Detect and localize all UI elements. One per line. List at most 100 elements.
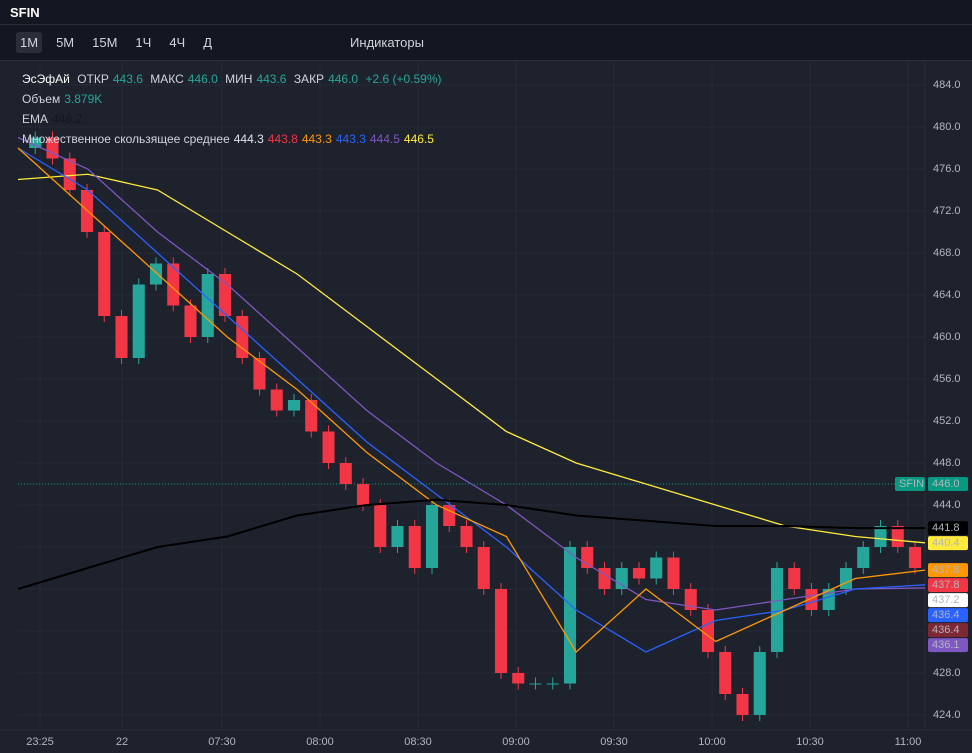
price-tag-label: 437.8	[932, 564, 960, 576]
value: 446.0	[328, 72, 359, 86]
x-tick-label: 22	[116, 736, 128, 748]
interval-button[interactable]: Д	[203, 35, 213, 50]
interval-button[interactable]: 5M	[56, 35, 75, 50]
candle	[874, 526, 887, 547]
value: 443.3	[301, 132, 332, 146]
x-tick-label: 09:30	[600, 736, 628, 748]
price-tag	[928, 608, 968, 623]
candle	[356, 484, 370, 505]
x-tick-label: 10:00	[698, 736, 726, 748]
label: Множественное скользящее среднее	[22, 132, 230, 146]
candle	[529, 683, 542, 685]
candle	[339, 463, 352, 484]
candle	[701, 610, 715, 652]
ma-line	[17, 173, 926, 544]
price-tag	[928, 477, 968, 491]
change: +2.6 (+0.59%)	[365, 72, 442, 86]
candle	[408, 526, 421, 568]
candle	[425, 505, 439, 568]
interval-button[interactable]: 1M	[16, 32, 43, 53]
candle	[29, 137, 42, 148]
value: 446.0	[187, 72, 218, 86]
candle	[132, 284, 145, 358]
interval-button[interactable]: 15M	[92, 35, 118, 50]
candle	[494, 589, 508, 673]
price-tag	[928, 578, 968, 593]
label: Объем	[22, 92, 61, 106]
y-tick-label: 484.0	[933, 79, 961, 91]
interval-button[interactable]: 1Ч	[135, 35, 152, 50]
y-tick-label: 464.0	[933, 289, 961, 301]
x-tick-label: 23:25	[26, 736, 54, 748]
value: 443.6	[256, 72, 287, 86]
value: 446.5	[403, 132, 434, 146]
label: ОТКР	[77, 72, 109, 86]
value: 443.8	[267, 132, 298, 146]
price-tag-label: 436.1	[932, 639, 960, 651]
candle	[546, 683, 559, 685]
candle	[167, 263, 180, 306]
candle	[736, 694, 749, 715]
candle	[753, 652, 766, 715]
toolbar: 1M 5M 15M 1Ч 4Ч Д Индикаторы	[0, 25, 972, 61]
plot-bg	[18, 62, 925, 730]
candle	[460, 526, 473, 547]
chart: 484.0 480.0 476.0 472.0 468.0 464.0 460.0 456.0…	[0, 62, 972, 748]
top-bar: SFIN	[0, 0, 972, 25]
search-field[interactable]: SFIN	[10, 5, 40, 20]
y-tick-label: 428.0	[933, 667, 961, 679]
candle	[46, 137, 59, 159]
candle	[287, 400, 301, 411]
candle	[270, 389, 283, 411]
price-tag	[928, 623, 968, 638]
candle	[615, 568, 628, 589]
x-tick-label: 11:00	[895, 736, 922, 748]
x-tick-label: 09:00	[502, 736, 530, 748]
y-tick-label: 452.0	[933, 415, 961, 427]
candle	[632, 568, 646, 579]
x-tick-label: 08:30	[404, 736, 432, 748]
candle	[98, 232, 111, 316]
legend-row: Множественное скользящее среднее 444.3 443…	[22, 129, 446, 149]
y-tick-label: 476.0	[933, 163, 961, 175]
candle	[253, 358, 266, 390]
x-tick-label: 10:30	[796, 736, 824, 748]
price-tag-label: 436.4	[932, 609, 960, 621]
price-tag-label: 440.4	[932, 537, 960, 549]
candle	[512, 673, 525, 684]
candle	[908, 547, 922, 568]
candle	[857, 547, 870, 568]
indicators-button[interactable]: Индикаторы	[350, 35, 424, 50]
candle	[650, 557, 663, 579]
candle	[770, 568, 784, 652]
value: 443.3	[335, 132, 366, 146]
label: EMA	[22, 112, 49, 126]
y-tick-label: 460.0	[933, 331, 961, 343]
value: 3.879K	[64, 92, 103, 106]
ma-line	[17, 147, 926, 654]
symbol-tag-label: SFIN	[899, 478, 924, 490]
candle	[201, 274, 214, 337]
price-tag	[928, 638, 968, 653]
ma-line	[17, 136, 926, 611]
candle	[719, 652, 732, 694]
candle	[374, 505, 387, 547]
price-tag-label: 446.0	[932, 478, 960, 490]
legend-row: Объем 3.879K	[22, 89, 446, 109]
legend-row: EMA 446.2	[22, 109, 446, 129]
candle	[805, 589, 818, 610]
price-tag-label: 437.2	[932, 594, 960, 606]
candle	[63, 158, 76, 190]
candle	[477, 547, 490, 589]
label: МАКС	[150, 72, 184, 86]
candle	[891, 526, 904, 547]
legend: ЭсЭфАй ОТКР 443.6 МАКС 446.0 МИН 443.6 ЗАКР…	[22, 69, 446, 149]
price-tag	[928, 563, 968, 578]
y-tick-label: 456.0	[933, 373, 961, 385]
candle	[184, 305, 197, 337]
candle	[149, 263, 163, 285]
y-tick-label: 448.0	[933, 457, 961, 469]
interval-button[interactable]: 4Ч	[169, 35, 186, 50]
candle	[839, 568, 853, 589]
